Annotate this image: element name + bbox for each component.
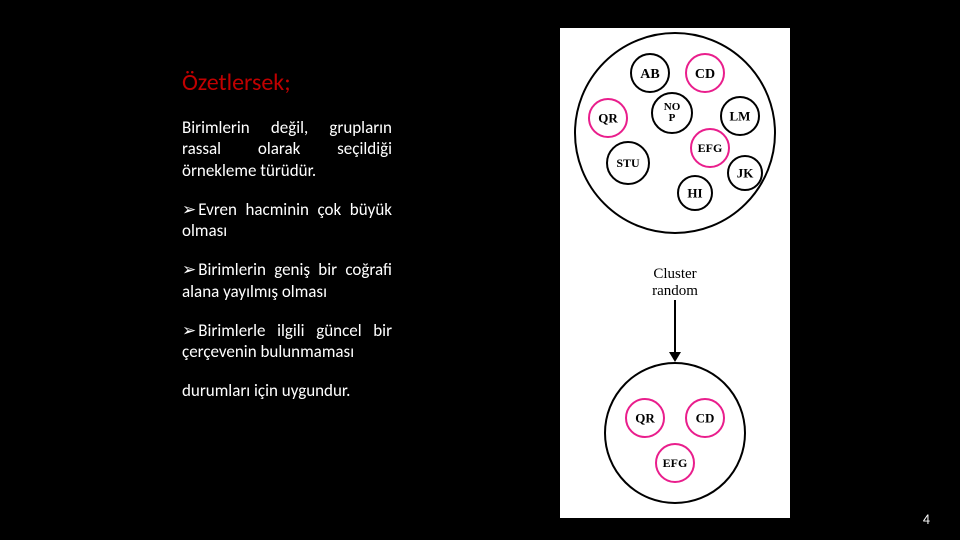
text-column: Özetlersek; Birimlerin değil, grupların …: [182, 68, 392, 420]
svg-text:AB: AB: [640, 67, 659, 82]
svg-text:LM: LM: [730, 109, 751, 124]
svg-text:HI: HI: [687, 186, 702, 201]
svg-text:STU: STU: [616, 156, 640, 170]
svg-text:CD: CD: [695, 67, 715, 82]
svg-text:JK: JK: [737, 166, 755, 181]
bullet-2: Birimlerin geniş bir coğrafi alana yayıl…: [182, 259, 392, 302]
section-title: Özetlersek;: [182, 68, 392, 97]
diagram-label: Clusterrandom: [560, 266, 790, 299]
page-number: 4: [923, 511, 930, 528]
closing-paragraph: durumları için uygundur.: [182, 380, 392, 401]
svg-text:EFG: EFG: [698, 141, 723, 155]
svg-text:QR: QR: [635, 411, 655, 426]
svg-text:EFG: EFG: [663, 456, 688, 470]
intro-paragraph: Birimlerin değil, grupların rassal olara…: [182, 117, 392, 181]
svg-text:QR: QR: [598, 111, 618, 126]
svg-text:P: P: [669, 112, 676, 124]
bullet-1: Evren hacminin çok büyük olması: [182, 199, 392, 242]
svg-text:CD: CD: [696, 411, 715, 426]
bullet-3: Birimlerle ilgili güncel bir çerçevenin …: [182, 320, 392, 363]
cluster-random-diagram: ABCDQRNOPLMSTUEFGJKHIQRCDEFG Clusterrand…: [560, 28, 790, 518]
